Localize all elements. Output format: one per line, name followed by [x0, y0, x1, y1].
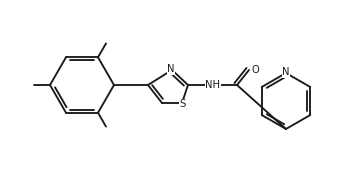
Text: S: S — [180, 99, 186, 109]
Text: N: N — [282, 67, 290, 77]
Text: N: N — [167, 64, 175, 74]
Text: O: O — [251, 65, 259, 75]
Text: NH: NH — [206, 80, 221, 90]
